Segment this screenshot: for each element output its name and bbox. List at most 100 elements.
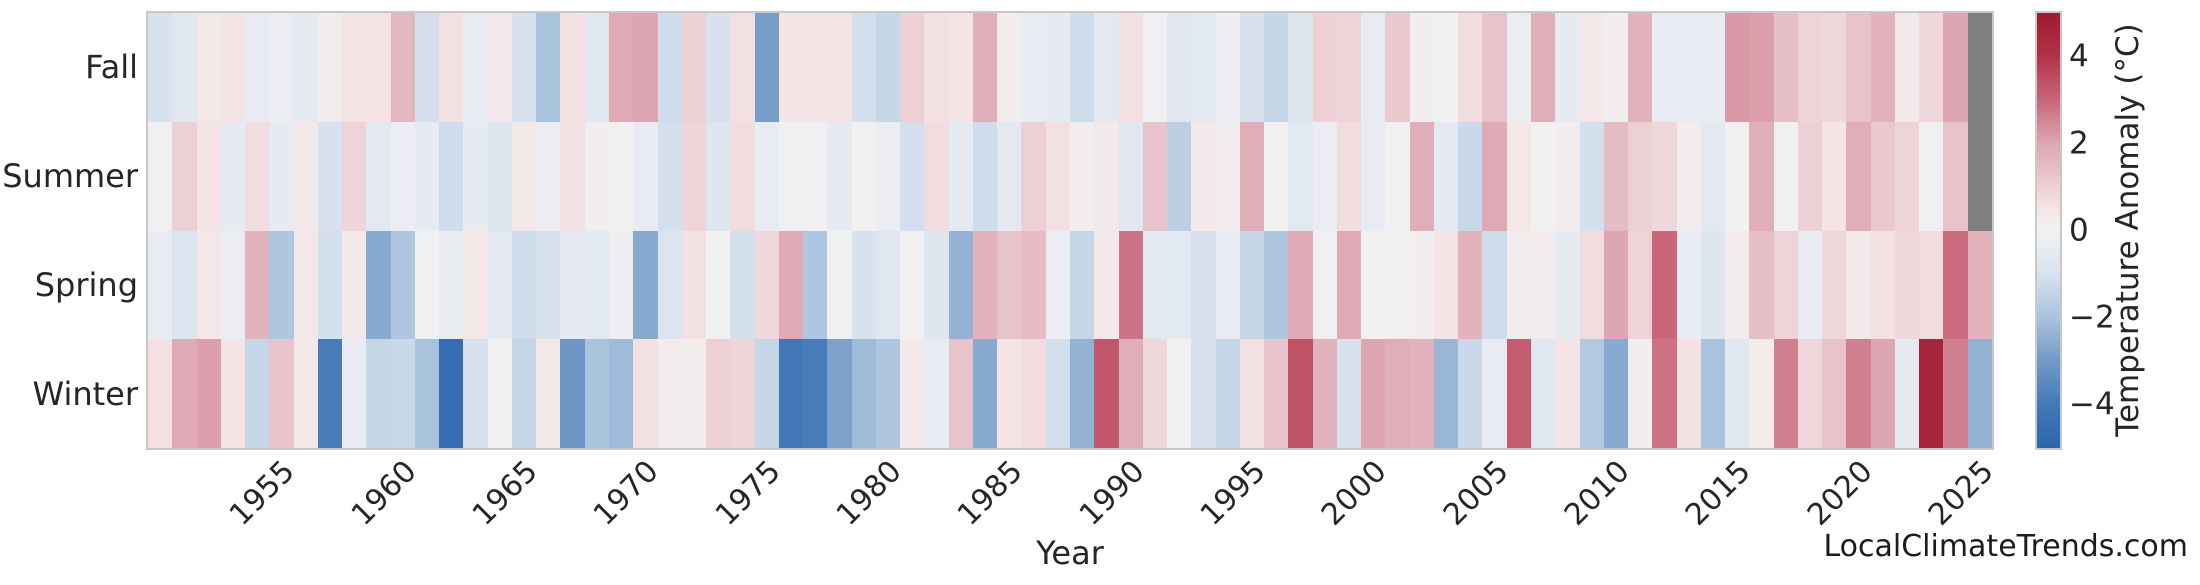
heatmap-cell-winter-1951	[172, 339, 197, 448]
heatmap-cell-fall-2003	[1433, 13, 1459, 122]
heatmap-cell-winter-1973	[706, 339, 731, 448]
heatmap-cell-summer-1986	[1021, 121, 1046, 231]
heatmap-cell-spring-1970	[633, 230, 658, 340]
heatmap-cell-winter-1993	[1191, 339, 1216, 448]
heatmap-cell-winter-2020	[1846, 339, 1871, 448]
heatmap-cell-summer-1992	[1167, 121, 1192, 231]
heatmap-cell-spring-1956	[293, 230, 318, 340]
heatmap-cell-spring-2022	[1894, 230, 1920, 340]
heatmap-cell-summer-2025	[1967, 121, 1992, 231]
heatmap-cell-winter-2006	[1506, 339, 1531, 448]
heatmap-cell-fall-1996	[1264, 13, 1289, 122]
heatmap-cell-fall-2025	[1967, 13, 1992, 122]
heatmap-cell-summer-1963	[463, 121, 488, 231]
heatmap-cell-fall-2010	[1603, 13, 1629, 122]
heatmap-cell-winter-1966	[536, 339, 561, 448]
heatmap-cell-winter-1981	[900, 339, 925, 448]
heatmap-cell-winter-1974	[730, 339, 755, 448]
x-tick-label-2005: 2005	[1436, 453, 1516, 533]
heatmap-cell-spring-1995	[1239, 230, 1265, 340]
heatmap-cell-winter-1970	[633, 339, 658, 448]
heatmap-cell-fall-2008	[1555, 13, 1580, 122]
heatmap-cell-winter-1967	[560, 339, 585, 448]
heatmap-cell-spring-2024	[1943, 230, 1968, 340]
heatmap-cell-winter-1959	[366, 339, 391, 448]
heatmap-cell-spring-2004	[1458, 230, 1483, 340]
heatmap-cell-fall-1986	[1021, 13, 1046, 122]
heatmap-cell-fall-1969	[609, 13, 634, 122]
heatmap-cell-fall-1974	[730, 13, 755, 122]
heatmap-cell-winter-2000	[1361, 339, 1386, 448]
heatmap-cell-fall-2005	[1482, 13, 1507, 122]
heatmap-cell-spring-1962	[439, 230, 464, 340]
heatmap-cell-summer-1960	[390, 121, 415, 231]
x-tick-label-1995: 1995	[1193, 453, 1273, 533]
heatmap-cell-summer-1973	[706, 121, 731, 231]
heatmap-cell-spring-1959	[366, 230, 391, 340]
heatmap-cell-winter-1979	[851, 339, 876, 448]
heatmap-cell-winter-1980	[875, 339, 901, 448]
heatmap-cell-fall-1977	[803, 13, 828, 122]
heatmap-cell-spring-1961	[414, 230, 440, 340]
heatmap-cell-spring-2003	[1433, 230, 1459, 340]
heatmap-cell-summer-1995	[1239, 121, 1265, 231]
heatmap-cell-spring-1999	[1336, 230, 1362, 340]
heatmap-cell-winter-2023	[1919, 339, 1944, 448]
heatmap-cell-fall-1994	[1215, 13, 1240, 122]
colorbar-tick-0: 0	[2069, 212, 2089, 248]
heatmap-cell-summer-2000	[1361, 121, 1386, 231]
heatmap-cell-spring-1969	[609, 230, 634, 340]
heatmap-cell-fall-2020	[1846, 13, 1871, 122]
heatmap-cell-fall-1995	[1239, 13, 1265, 122]
heatmap-cell-summer-1974	[730, 121, 755, 231]
heatmap-cell-summer-1972	[681, 121, 707, 231]
heatmap-cell-fall-2021	[1870, 13, 1895, 122]
heatmap-cell-winter-2009	[1579, 339, 1604, 448]
heatmap-cell-summer-1989	[1094, 121, 1119, 231]
heatmap-cell-spring-1985	[997, 230, 1022, 340]
colorbar-tick-4: 4	[2069, 38, 2089, 74]
heatmap-cell-spring-1955	[269, 230, 294, 340]
heatmap-cell-fall-1959	[366, 13, 391, 122]
row-label-winter: Winter	[32, 375, 139, 413]
heatmap-cell-summer-1952	[196, 121, 221, 231]
heatmap-cell-winter-1997	[1288, 339, 1313, 448]
heatmap-cell-summer-1993	[1191, 121, 1216, 231]
heatmap-cell-spring-2014	[1700, 230, 1726, 340]
heatmap-cell-summer-1990	[1118, 121, 1143, 231]
heatmap-cell-spring-2021	[1870, 230, 1895, 340]
heatmap-cell-summer-2014	[1700, 121, 1726, 231]
heatmap-cell-summer-1958	[342, 121, 367, 231]
heatmap-cell-summer-1961	[414, 121, 440, 231]
heatmap-cell-summer-2022	[1894, 121, 1920, 231]
heatmap-cell-fall-1989	[1094, 13, 1119, 122]
heatmap-cell-fall-1981	[900, 13, 925, 122]
heatmap-cell-spring-2013	[1676, 230, 1701, 340]
heatmap-cell-spring-1981	[900, 230, 925, 340]
heatmap-cell-fall-1987	[1045, 13, 1070, 122]
heatmap-cell-winter-1960	[390, 339, 415, 448]
heatmap-cell-spring-1957	[317, 230, 343, 340]
heatmap-cell-spring-2023	[1919, 230, 1944, 340]
heatmap-cell-fall-1985	[997, 13, 1022, 122]
heatmap-cell-winter-2022	[1894, 339, 1920, 448]
heatmap-cell-spring-1980	[875, 230, 901, 340]
heatmap-cell-fall-1991	[1142, 13, 1168, 122]
heatmap-cell-summer-1965	[511, 121, 537, 231]
heatmap-cell-summer-1959	[366, 121, 391, 231]
heatmap-cell-spring-1982	[924, 230, 949, 340]
heatmap-cell-winter-1975	[754, 339, 779, 448]
heatmap-cell-fall-2001	[1385, 13, 1410, 122]
heatmap-cell-spring-1953	[220, 230, 246, 340]
heatmap-cell-spring-1972	[681, 230, 707, 340]
colorbar-tick--2: −2	[2069, 299, 2115, 335]
heatmap-cell-fall-1968	[584, 13, 609, 122]
heatmap-cell-fall-1973	[706, 13, 731, 122]
heatmap-cell-spring-2007	[1531, 230, 1556, 340]
colorbar-title: Temperature Anomaly (°C)	[2110, 23, 2146, 437]
heatmap-cell-winter-2019	[1822, 339, 1847, 448]
heatmap-cell-summer-2009	[1579, 121, 1604, 231]
heatmap-cell-spring-2019	[1822, 230, 1847, 340]
heatmap-cell-winter-1962	[439, 339, 464, 448]
heatmap-cell-spring-1983	[948, 230, 973, 340]
